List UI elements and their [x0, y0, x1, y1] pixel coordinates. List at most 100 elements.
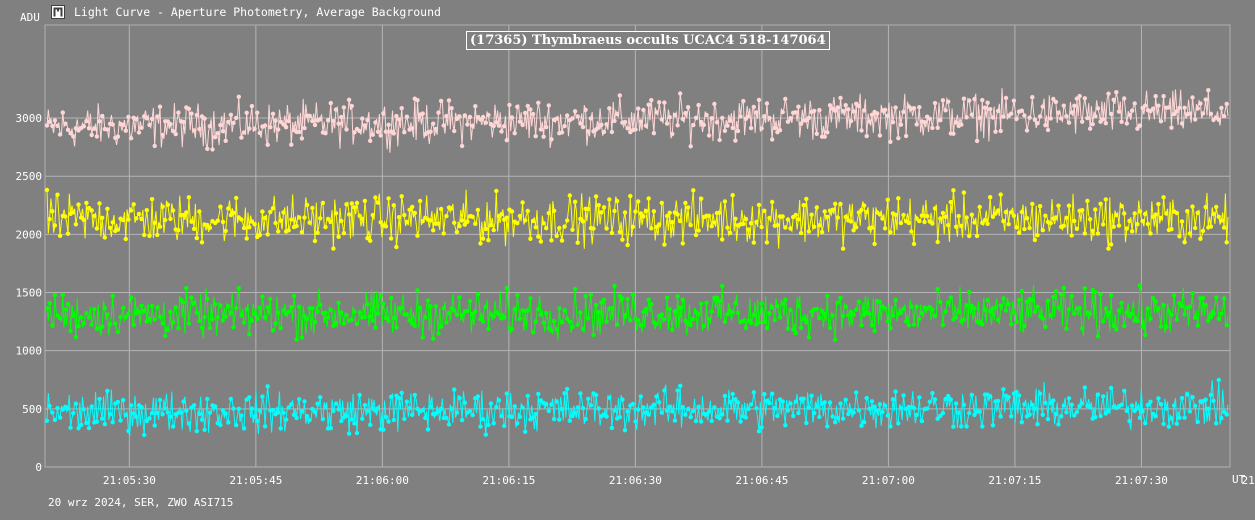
data-point — [1080, 326, 1085, 331]
data-point — [283, 417, 289, 422]
data-point — [191, 300, 197, 306]
data-point — [1011, 98, 1017, 103]
data-point — [210, 147, 215, 152]
data-point — [333, 401, 339, 406]
data-point — [859, 128, 864, 133]
data-point — [189, 295, 194, 300]
data-point — [1216, 117, 1222, 123]
data-point — [554, 399, 559, 404]
data-point — [307, 113, 312, 119]
data-point — [173, 305, 178, 310]
data-point — [722, 199, 728, 204]
data-point — [1001, 114, 1006, 119]
data-point — [725, 312, 730, 317]
data-point — [186, 106, 192, 112]
data-point — [1122, 96, 1127, 101]
data-point — [780, 301, 785, 306]
data-point — [318, 117, 323, 122]
data-point — [47, 217, 52, 222]
data-point — [672, 418, 678, 423]
data-point — [982, 105, 988, 110]
data-point — [1003, 209, 1009, 215]
data-point — [231, 406, 236, 411]
data-point — [428, 304, 433, 309]
data-point — [331, 323, 336, 329]
data-point — [693, 232, 699, 238]
data-point — [1161, 421, 1166, 427]
data-point — [241, 320, 247, 325]
data-point — [383, 315, 389, 321]
data-point — [228, 396, 234, 402]
data-point — [982, 307, 988, 312]
data-point — [341, 231, 347, 236]
data-point — [1177, 234, 1182, 239]
data-point — [362, 314, 368, 320]
data-point — [670, 219, 675, 225]
data-point — [998, 128, 1003, 134]
light-curve-app-icon[interactable] — [51, 5, 65, 19]
data-point — [517, 213, 523, 219]
data-point — [825, 293, 830, 299]
data-point — [1043, 213, 1048, 218]
data-point — [176, 228, 181, 233]
data-point — [428, 129, 433, 134]
data-point — [1200, 295, 1206, 300]
data-point — [675, 123, 680, 128]
data-point — [964, 215, 969, 220]
data-point — [157, 397, 163, 403]
data-point — [257, 408, 262, 413]
data-point — [218, 122, 223, 128]
data-point — [559, 406, 565, 412]
data-point — [155, 232, 160, 238]
data-point — [420, 111, 425, 116]
data-point — [840, 109, 846, 114]
data-point — [383, 129, 389, 134]
data-point — [318, 395, 323, 400]
data-point — [856, 408, 862, 413]
data-point — [530, 330, 536, 335]
data-point — [50, 123, 55, 129]
data-point — [92, 213, 97, 219]
data-point — [636, 199, 641, 204]
data-point — [675, 212, 680, 217]
data-point — [646, 297, 651, 302]
data-point — [530, 415, 536, 420]
data-point — [756, 97, 762, 103]
data-point — [220, 129, 226, 134]
data-point — [1137, 123, 1143, 128]
data-point — [459, 218, 465, 223]
data-point — [283, 125, 289, 130]
data-point — [612, 208, 617, 214]
data-point — [1164, 211, 1169, 216]
data-point — [840, 246, 846, 251]
data-point — [575, 322, 580, 327]
data-point — [909, 229, 914, 234]
window-title: Light Curve - Aperture Photometry, Avera… — [74, 5, 441, 19]
data-point — [659, 312, 664, 317]
data-point — [607, 197, 612, 202]
data-point — [557, 417, 562, 422]
data-point — [68, 425, 73, 430]
data-point — [1001, 219, 1006, 224]
data-point — [89, 404, 94, 409]
data-point — [509, 209, 515, 214]
data-point — [441, 306, 446, 311]
data-point — [751, 312, 756, 317]
data-point — [220, 219, 226, 225]
data-point — [575, 240, 580, 245]
data-point — [953, 401, 959, 406]
data-point — [649, 226, 654, 231]
data-point — [520, 200, 525, 205]
data-point — [383, 224, 389, 229]
data-point — [699, 196, 704, 201]
x-tick-label: 21:06:00 — [356, 474, 409, 487]
y-tick-label: 3000 — [16, 112, 43, 125]
data-point — [331, 408, 336, 414]
data-point — [691, 188, 696, 193]
data-point — [943, 396, 948, 402]
data-point — [289, 217, 294, 222]
data-point — [1085, 198, 1090, 204]
data-point — [998, 192, 1003, 197]
data-point — [896, 196, 901, 201]
